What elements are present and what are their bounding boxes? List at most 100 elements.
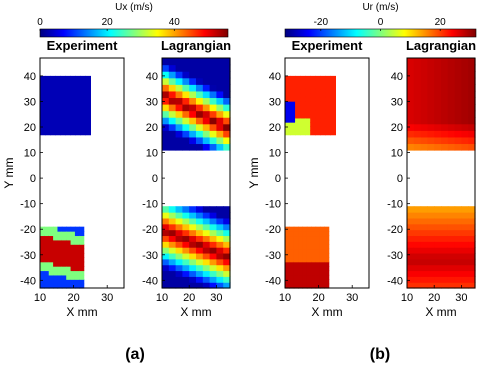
p1s0-cell <box>305 84 311 90</box>
p0s1-cell <box>175 117 183 125</box>
p0s0-cell <box>66 283 72 289</box>
p1s0-cell <box>310 92 316 98</box>
p1s0-cell <box>300 84 306 90</box>
p0s0-cell <box>50 130 56 136</box>
p1s1-cell <box>454 97 462 105</box>
p0s0-cell <box>60 126 66 132</box>
p1s1-cell <box>427 77 435 85</box>
p0s0-cell <box>70 113 76 119</box>
p1s0-cell <box>285 274 290 280</box>
p0s1-cell <box>189 110 197 118</box>
p0s1-cell <box>209 123 217 131</box>
p0s1-cell <box>223 270 231 277</box>
p1s1-cell <box>454 206 462 213</box>
p0s0-cell <box>57 274 63 280</box>
p0s1-cell <box>223 223 231 231</box>
p1s0-cell <box>310 96 316 102</box>
p1s1-cell <box>468 136 476 145</box>
p0s0-cell <box>60 84 66 90</box>
p0s1-cell <box>196 217 204 225</box>
p1s0-cell <box>295 117 301 123</box>
p1s0-cell <box>310 80 316 85</box>
p0s0-cell <box>70 105 76 111</box>
p0s1-cell <box>175 270 183 277</box>
p0s0-cell <box>60 109 66 115</box>
p1s0-cell <box>315 88 321 94</box>
p1s1-cell <box>454 123 462 131</box>
p1s1-cell <box>434 252 442 260</box>
p0s1-cell <box>182 77 190 85</box>
p0s1-cell <box>216 276 224 283</box>
p0s1-cell <box>162 58 170 66</box>
p1s1-cell <box>427 229 435 237</box>
p1s1-cell <box>461 77 469 85</box>
p1s1-cell <box>441 84 449 92</box>
p0s0-cell <box>50 80 56 85</box>
p0s1-cell <box>216 217 224 225</box>
p0s0-cell <box>53 283 59 289</box>
p0s0-cell <box>80 117 86 123</box>
p1s1-cell <box>413 136 422 145</box>
p1s1-cell <box>461 276 469 283</box>
p0s0-cell <box>75 130 81 136</box>
p0s0-cell <box>57 252 63 258</box>
p1s1-cell <box>461 84 469 92</box>
p0s1-cell <box>189 252 197 260</box>
p0s1-cell <box>216 241 224 248</box>
p0s0-cell <box>60 117 66 123</box>
p0s1-cell <box>216 117 224 125</box>
p1s0-cell <box>295 122 301 127</box>
p1s0-cell <box>330 130 336 136</box>
p0s0-cell <box>79 279 85 285</box>
colorbar-0-bar <box>39 28 229 38</box>
p0s1-cell <box>202 136 211 145</box>
p1s1-cell <box>420 258 428 266</box>
p1s0-cell <box>289 279 295 285</box>
p0s1-cell <box>182 143 190 151</box>
p1s0-cell <box>310 130 316 136</box>
p0s1-xtick-label: 30 <box>210 292 222 304</box>
p0s0-cell <box>45 130 51 136</box>
p1s1-cell <box>468 258 476 266</box>
p0s1-cell <box>209 117 217 125</box>
p0s1-cell <box>202 206 211 213</box>
colorbar-1-tick-label: 20 <box>435 17 447 28</box>
p0s1-cell <box>209 264 217 272</box>
p0s1-cell <box>209 206 217 213</box>
p1s0-cell <box>298 270 304 276</box>
p1s1-cell <box>454 71 462 79</box>
p0s0-cell <box>79 252 85 258</box>
p1s1-cell <box>441 90 449 99</box>
p0s0-cell <box>53 235 59 241</box>
p1s0-cell <box>315 130 321 136</box>
p1s1-cell <box>461 97 469 105</box>
p0s0-cell <box>61 244 67 250</box>
p0s1-cell <box>216 58 224 66</box>
p0s1-cell <box>189 276 197 283</box>
p1s1-cell <box>427 258 435 266</box>
p0s0-cell <box>85 105 91 111</box>
p1s1-cell <box>468 223 476 231</box>
p0s0-cell <box>60 88 66 94</box>
p1s1-cell <box>427 217 435 225</box>
p1s1-cell <box>447 212 456 219</box>
p1s1-cell <box>447 123 456 131</box>
p0s0-cell <box>57 226 63 232</box>
p1s0-cell <box>315 274 321 280</box>
p0s0-cell <box>70 92 76 98</box>
p0s0-cell <box>40 101 46 106</box>
p1s1-cell <box>454 270 462 277</box>
p1s0-cell <box>319 248 325 254</box>
p0s1-cell <box>189 58 197 66</box>
p0s1-cell <box>223 110 231 118</box>
p0s0-cell <box>65 105 71 111</box>
p0s1-cell <box>196 276 204 283</box>
p0s1-cell <box>209 143 217 151</box>
p1s1-cell <box>441 223 449 231</box>
p0s0-cell <box>45 101 51 106</box>
p0s0-cell <box>45 80 51 85</box>
p1s1-cell <box>420 264 428 272</box>
p0s0-title: Experiment <box>47 38 118 53</box>
p0s0-cell <box>80 92 86 98</box>
p0s0-cell <box>55 126 61 132</box>
